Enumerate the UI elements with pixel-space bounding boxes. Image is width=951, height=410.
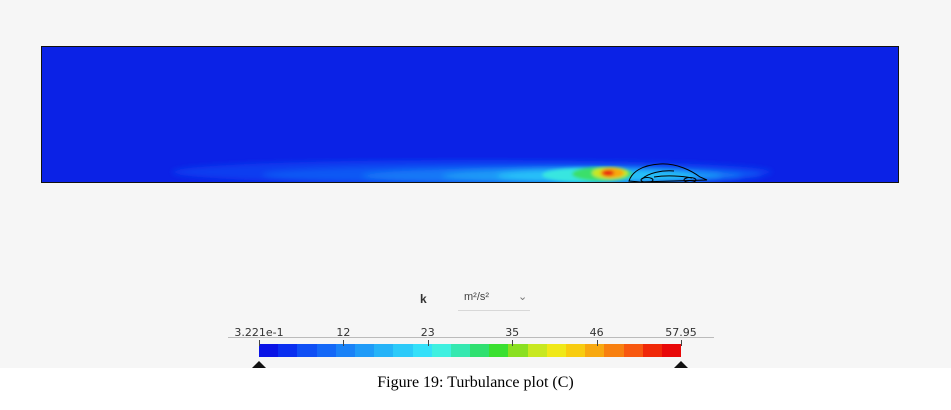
legend-tick-label: 57.95 bbox=[665, 326, 697, 339]
legend-color-segment bbox=[546, 344, 566, 357]
variable-label: k bbox=[420, 292, 427, 306]
legend-tick-label: 46 bbox=[589, 326, 604, 339]
legend-max-handle[interactable] bbox=[674, 361, 688, 368]
legend-color-segment bbox=[527, 344, 547, 357]
unit-dropdown[interactable]: m²/s² ⌄ bbox=[458, 288, 530, 311]
legend-color-bar bbox=[259, 344, 682, 357]
vehicle-outline bbox=[628, 163, 708, 182]
legend-color-segment bbox=[566, 344, 586, 357]
legend-color-segment bbox=[661, 344, 682, 357]
turbulence-contour-plot[interactable] bbox=[41, 46, 899, 183]
unit-value: m²/s² bbox=[464, 291, 490, 303]
legend-color-segment bbox=[604, 344, 624, 357]
legend-tick-label: 35 bbox=[505, 326, 520, 339]
legend-color-segment bbox=[335, 344, 355, 357]
color-legend: 3.221e-1 12 23 35 46 57.95 bbox=[222, 320, 718, 368]
legend-color-segment bbox=[354, 344, 375, 357]
legend-color-segment bbox=[508, 344, 528, 357]
legend-color-segment bbox=[316, 344, 336, 357]
contour-field bbox=[42, 47, 898, 182]
legend-color-segment bbox=[431, 344, 451, 357]
legend-color-segment bbox=[412, 344, 432, 357]
legend-tick-mark bbox=[427, 340, 429, 346]
legend-color-segment bbox=[450, 344, 471, 357]
legend-tick-mark bbox=[681, 340, 682, 346]
legend-tick-mark bbox=[259, 340, 260, 346]
legend-tick-label: 12 bbox=[336, 326, 351, 339]
figure-caption: Figure 19: Turbulance plot (C) bbox=[377, 374, 574, 391]
legend-color-segment bbox=[470, 344, 490, 357]
legend-color-segment bbox=[259, 344, 279, 357]
legend-baseline bbox=[228, 337, 714, 338]
legend-title-row: k m²/s² ⌄ bbox=[0, 288, 951, 312]
chevron-down-icon: ⌄ bbox=[518, 291, 528, 303]
legend-tick-label: 23 bbox=[420, 326, 435, 339]
legend-tick-mark bbox=[512, 340, 514, 346]
legend-color-segment bbox=[374, 344, 394, 357]
legend-tick-mark bbox=[596, 340, 598, 346]
legend-color-segment bbox=[489, 344, 509, 357]
legend-color-segment bbox=[585, 344, 605, 357]
legend-min-handle[interactable] bbox=[252, 361, 266, 368]
legend-tick-mark bbox=[343, 340, 345, 346]
legend-color-segment bbox=[278, 344, 298, 357]
legend-color-segment bbox=[393, 344, 413, 357]
legend-color-segment bbox=[297, 344, 317, 357]
legend-color-segment bbox=[642, 344, 662, 357]
legend-color-segment bbox=[623, 344, 643, 357]
simulation-viewer: k m²/s² ⌄ 3.221e-1 12 23 35 46 57.95 bbox=[0, 46, 951, 368]
legend-tick-label: 3.221e-1 bbox=[234, 326, 284, 339]
